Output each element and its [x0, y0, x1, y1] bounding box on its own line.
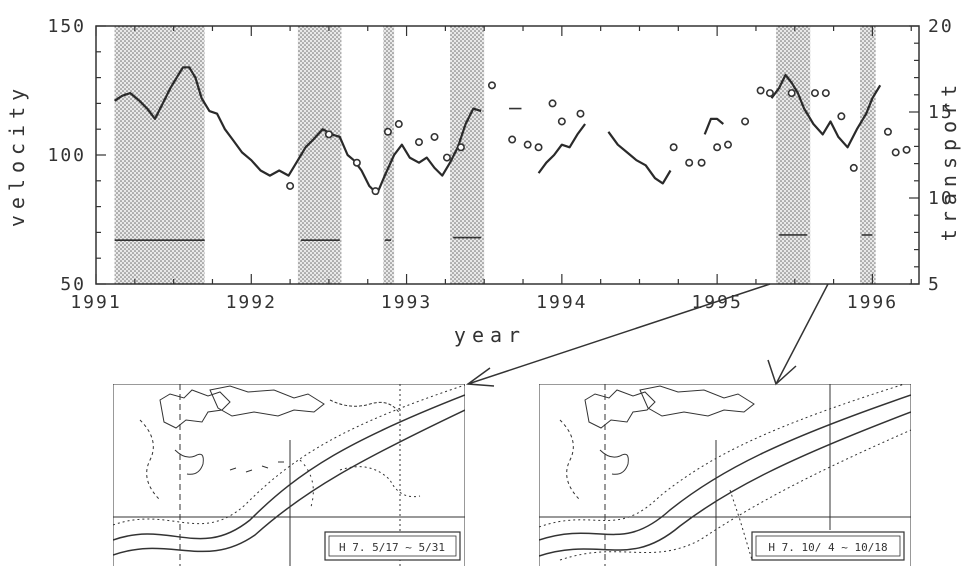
map-date-label: H 7. 10/ 4 ~ 10/18: [768, 541, 887, 554]
transport-point: [697, 158, 706, 167]
left-y-axis-label: velocity: [5, 83, 29, 227]
transport-point: [883, 127, 892, 136]
transport-point: [456, 143, 465, 152]
y-tick-label-right: 5: [928, 274, 941, 295]
transport-points: [286, 81, 911, 196]
date-box: [324, 531, 461, 561]
transport-point: [669, 143, 678, 152]
map-date-label: H 7. 5/17 ~ 5/31: [339, 541, 445, 554]
transport-point: [576, 109, 585, 118]
transport-point: [487, 81, 496, 90]
transport-point: [394, 120, 403, 129]
date-box: [751, 531, 905, 561]
velocity-series: [113, 66, 882, 195]
transport-point: [891, 148, 900, 157]
transport-point: [902, 145, 911, 154]
map-panel-2: H 7. 10/ 4 ~ 10/18: [539, 384, 911, 566]
transport-point: [352, 158, 361, 167]
transport-point: [837, 112, 846, 121]
y-tick-label-left: 150: [47, 16, 86, 37]
transport-point: [442, 153, 451, 162]
transport-point: [810, 89, 819, 98]
y-tick-label-right: 20: [928, 16, 954, 37]
transport-point: [713, 143, 722, 152]
transport-point: [383, 127, 392, 136]
right-y-tick-labels: 5 10 15 20: [928, 16, 954, 295]
transport-point: [821, 89, 830, 98]
transport-point: [523, 140, 532, 149]
axis-ticks: [95, 25, 919, 285]
velocity-line-segment: [537, 123, 586, 174]
left-y-tick-labels: 50 100 150: [47, 16, 86, 295]
velocity-line-segment: [607, 131, 672, 185]
x-tick-label: 1992: [226, 292, 277, 313]
y-tick-label-right: 10: [928, 188, 954, 209]
map-panel-1: H 7. 5/17 ~ 5/31: [113, 384, 465, 566]
right-y-axis-label: transport: [937, 79, 961, 241]
transport-point: [508, 135, 517, 144]
x-tick-label: 1996: [847, 292, 898, 313]
reference-marks: [114, 107, 873, 241]
y-tick-label-left: 50: [60, 274, 86, 295]
transport-point: [849, 163, 858, 172]
velocity-line-segment: [770, 73, 882, 149]
transport-point: [430, 132, 439, 141]
shaded-period: [383, 26, 395, 284]
shaded-period: [859, 26, 876, 284]
x-tick-labels: 1991 1992 1993 1994 1995 1996: [70, 292, 898, 313]
transport-point: [286, 181, 295, 190]
x-tick-label: 1991: [70, 292, 121, 313]
shaded-periods: [114, 26, 876, 284]
y-tick-label-right: 15: [928, 102, 954, 123]
x-tick-label: 1993: [381, 292, 432, 313]
shaded-period: [776, 26, 811, 284]
transport-point: [371, 187, 380, 196]
x-tick-label: 1994: [536, 292, 587, 313]
transport-point: [534, 143, 543, 152]
x-axis-label: year: [454, 323, 526, 347]
transport-point: [324, 130, 333, 139]
transport-point: [756, 86, 765, 95]
velocity-line-segment: [113, 66, 482, 195]
transport-point: [787, 89, 796, 98]
velocity-line-segment: [703, 117, 724, 135]
transport-point: [414, 138, 423, 147]
shaded-period: [450, 26, 485, 284]
transport-point: [685, 158, 694, 167]
transport-point: [724, 140, 733, 149]
shaded-period: [297, 26, 342, 284]
y-tick-label-left: 100: [47, 145, 86, 166]
transport-point: [765, 89, 774, 98]
shaded-period: [114, 26, 205, 284]
transport-point: [548, 99, 557, 108]
transport-point: [741, 117, 750, 126]
transport-point: [557, 117, 566, 126]
